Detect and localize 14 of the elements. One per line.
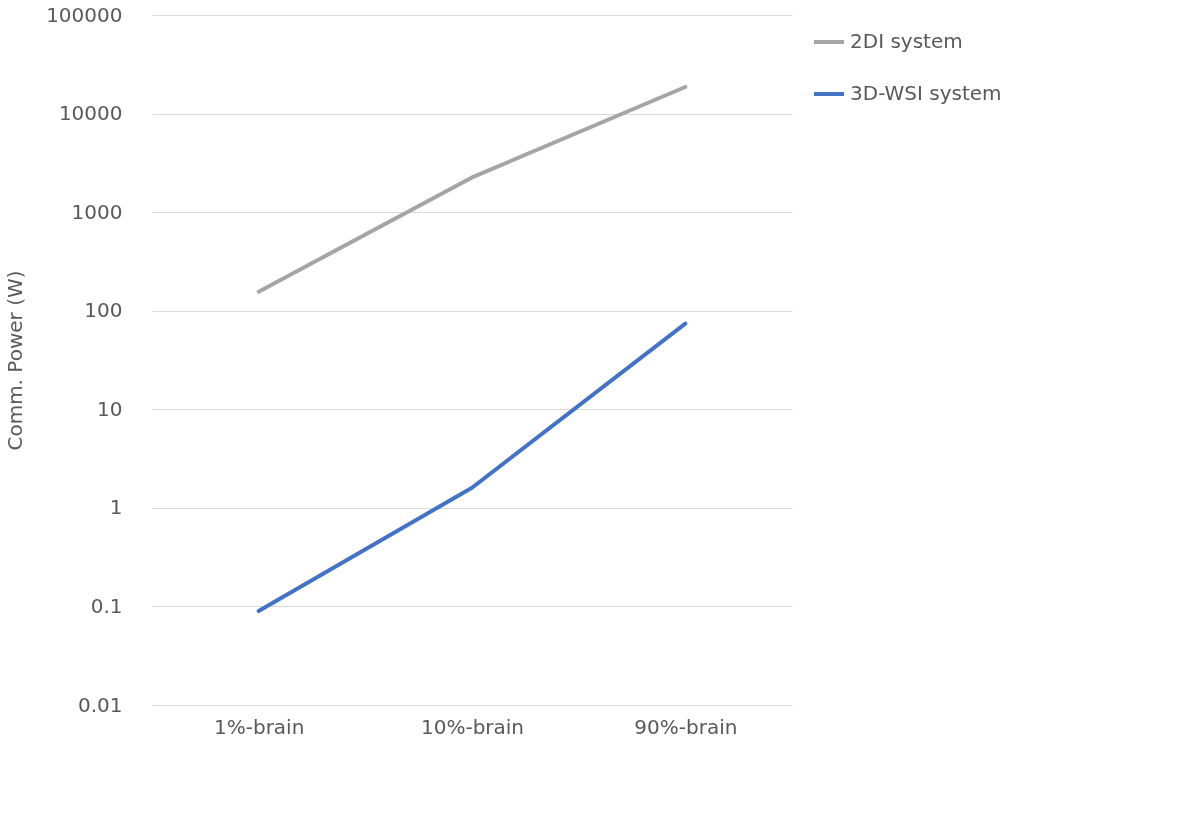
- x-tick-label: 1%-brain: [213, 714, 305, 739]
- y-tick-label: 0.01: [77, 692, 123, 717]
- y-axis-title: Comm. Power (W): [3, 270, 28, 451]
- legend-label: 2DI system: [850, 29, 963, 53]
- y-tick-label: 1: [109, 495, 123, 520]
- y-tick-label: 100000: [46, 2, 123, 27]
- x-tick-label: 10%-brain: [420, 714, 525, 739]
- y-tick-label: 1000: [71, 199, 123, 224]
- y-tick-label: 0.1: [90, 593, 123, 618]
- y-tick-label: 10000: [58, 101, 123, 126]
- y-tick-label: 100: [84, 298, 123, 323]
- y-tick-label: 10: [97, 396, 123, 421]
- x-tick-label: 90%-brain: [634, 714, 738, 739]
- legend-label: 3D-WSI system: [850, 81, 1002, 105]
